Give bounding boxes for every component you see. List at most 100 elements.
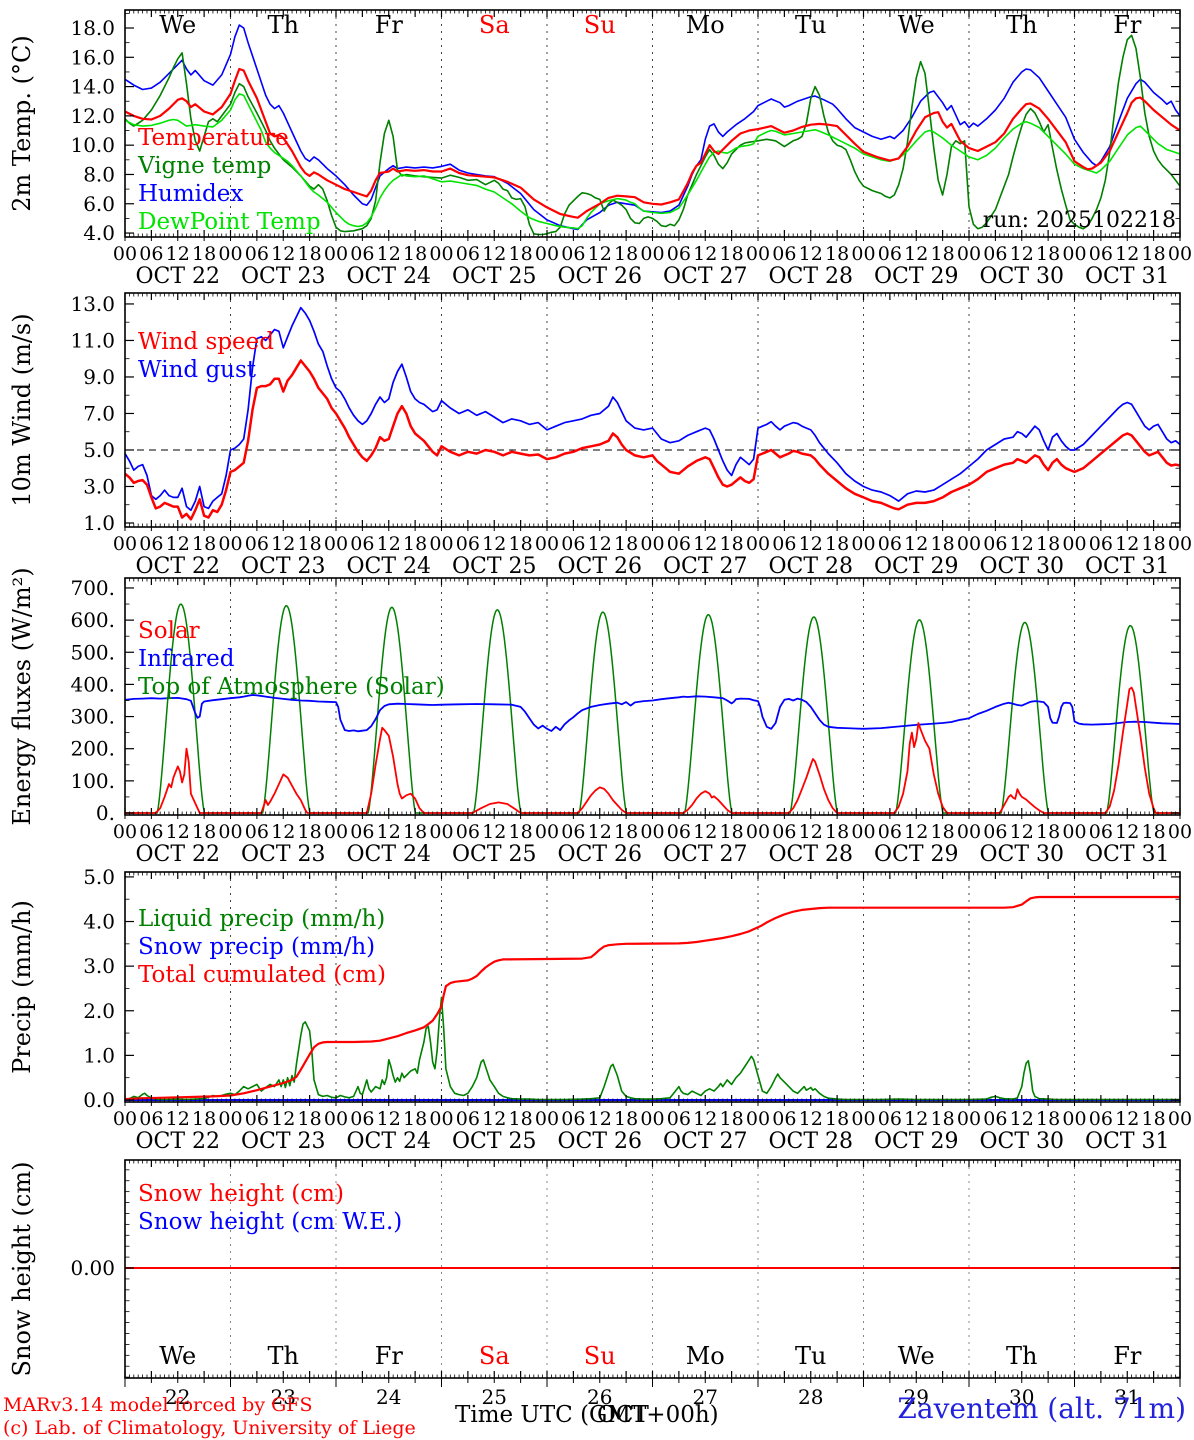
hour-tick-label: 00: [324, 821, 348, 843]
hour-tick-label: 00: [218, 821, 242, 843]
legend-precip-snow-precip-mm-h-: Snow precip (mm/h): [138, 934, 375, 960]
legend-snow-snow-height-cm-w-e-: Snow height (cm W.E.): [138, 1209, 402, 1235]
hour-tick-label: 06: [667, 1108, 691, 1130]
weekday-label: Th: [268, 1342, 299, 1370]
hour-tick-label: 00: [535, 533, 559, 555]
y-tick-label: 8.0: [83, 162, 115, 186]
hour-tick-label: 18: [614, 1108, 638, 1130]
hour-tick-label: 06: [878, 533, 902, 555]
hour-tick-label: 12: [693, 533, 717, 555]
hour-tick-label: 12: [904, 243, 928, 265]
hour-tick-label: 18: [1036, 243, 1060, 265]
date-label: OCT 22: [135, 264, 220, 289]
hour-tick-label: 18: [614, 533, 638, 555]
date-label: OCT 31: [1085, 842, 1170, 867]
hour-tick-label: 00: [851, 533, 875, 555]
hour-tick-label: 18: [192, 1108, 216, 1130]
date-label: OCT 30: [979, 554, 1064, 579]
hour-tick-label: 12: [166, 821, 190, 843]
hour-tick-label: 00: [1168, 243, 1192, 265]
hour-tick-label: 12: [166, 243, 190, 265]
hour-tick-label: 06: [245, 533, 269, 555]
hour-tick-label: 18: [825, 533, 849, 555]
day-number-label: 27: [693, 1385, 718, 1409]
legend-wind-wind-gust: Wind gust: [138, 357, 257, 383]
hour-tick-label: 18: [825, 243, 849, 265]
weekday-label: Fr: [375, 1342, 404, 1370]
hour-tick-label: 06: [561, 1108, 585, 1130]
hour-tick-label: 18: [1142, 533, 1166, 555]
series-wind-speed: [125, 359, 1180, 521]
hour-tick-label: 00: [957, 243, 981, 265]
hour-tick-label: 00: [535, 1108, 559, 1130]
weekday-label: Th: [268, 11, 299, 39]
hour-tick-label: 18: [298, 243, 322, 265]
hour-tick-label: 00: [640, 533, 664, 555]
legend-energy-infrared: Infrared: [138, 646, 235, 672]
panel-snow: 0.00 Snow height (cm) We 22 Th 23 Fr 24 Sa 25 Su 26…: [8, 1159, 1181, 1409]
date-label: OCT 23: [241, 554, 326, 579]
y-tick-label: 0.00: [70, 1256, 115, 1280]
weekday-label: We: [898, 11, 935, 39]
hour-tick-label: 18: [403, 1108, 427, 1130]
hour-tick-label: 12: [377, 243, 401, 265]
weekday-label: Tu: [795, 11, 826, 39]
hour-tick-label: 18: [509, 821, 533, 843]
hour-tick-label: 18: [403, 821, 427, 843]
hour-tick-label: 12: [1115, 533, 1139, 555]
hour-tick-label: 12: [482, 1108, 506, 1130]
hour-tick-label: 12: [588, 243, 612, 265]
day-number-label: 29: [904, 1385, 929, 1409]
hour-tick-label: 12: [693, 821, 717, 843]
series-humidex: [125, 24, 1180, 231]
date-label: OCT 25: [452, 554, 537, 579]
hour-tick-label: 06: [1089, 533, 1113, 555]
hour-tick-label: 00: [1168, 821, 1192, 843]
hour-tick-label: 00: [429, 1108, 453, 1130]
series-total-cumulated: [125, 895, 1180, 1101]
run-label: run: 2025102218: [982, 208, 1176, 233]
y-axis-label: Energy fluxes (W/m²): [8, 567, 36, 825]
hour-tick-label: 06: [878, 243, 902, 265]
weekday-label: We: [159, 11, 196, 39]
hour-tick-label: 12: [271, 821, 295, 843]
hour-tick-label: 06: [350, 243, 374, 265]
hour-tick-label: 00: [324, 533, 348, 555]
date-label: OCT 22: [135, 842, 220, 867]
x-axis-month-overlap: OCT: [597, 1402, 649, 1428]
hour-tick-label: 12: [271, 1108, 295, 1130]
y-tick-label: 2.0: [83, 999, 115, 1023]
weekday-label: Mo: [686, 11, 725, 39]
date-label: OCT 27: [663, 1129, 748, 1154]
date-label: OCT 23: [241, 1129, 326, 1154]
weekday-label: Fr: [1113, 11, 1142, 39]
hour-tick-label: 18: [1142, 243, 1166, 265]
y-tick-label: 1.0: [83, 1043, 115, 1067]
hour-tick-label: 00: [113, 821, 137, 843]
hour-tick-label: 12: [1010, 1108, 1034, 1130]
date-label: OCT 27: [663, 264, 748, 289]
weekday-label: Sa: [479, 11, 510, 39]
legend-wind-wind-speed: Wind speed: [138, 329, 274, 355]
y-tick-label: 3.0: [83, 954, 115, 978]
date-label: OCT 27: [663, 554, 748, 579]
y-tick-label: 600.: [70, 608, 115, 632]
hour-tick-label: 12: [693, 243, 717, 265]
weekday-label: We: [898, 1342, 935, 1370]
weekday-label: We: [159, 1342, 196, 1370]
date-label: OCT 26: [557, 264, 642, 289]
hour-tick-label: 18: [403, 533, 427, 555]
date-label: OCT 24: [346, 554, 431, 579]
hour-tick-label: 12: [482, 533, 506, 555]
y-tick-label: 4.0: [83, 221, 115, 245]
hour-tick-label: 00: [1168, 533, 1192, 555]
hour-tick-label: 12: [377, 1108, 401, 1130]
hour-tick-label: 12: [904, 533, 928, 555]
day-number-label: 23: [271, 1385, 296, 1409]
y-tick-label: 16.0: [70, 45, 115, 69]
y-tick-label: 5.0: [83, 438, 115, 462]
date-label: OCT 29: [874, 1129, 959, 1154]
hour-tick-label: 06: [456, 243, 480, 265]
y-axis-label: Snow height (cm): [8, 1162, 36, 1377]
